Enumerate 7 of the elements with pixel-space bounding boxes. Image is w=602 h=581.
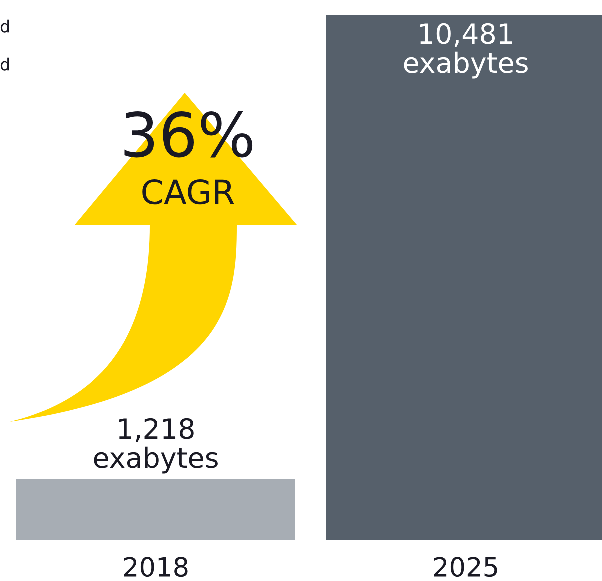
data-label: 10,481 exabytes [404,23,528,79]
annotation: CAGR [142,179,234,205]
annotation: d [0,58,10,71]
x-tick-label: 2025 [434,557,498,578]
data-label: 1,218 exabytes [94,418,218,474]
x-tick-label: 2018 [124,557,188,578]
annotation: d [0,20,10,33]
